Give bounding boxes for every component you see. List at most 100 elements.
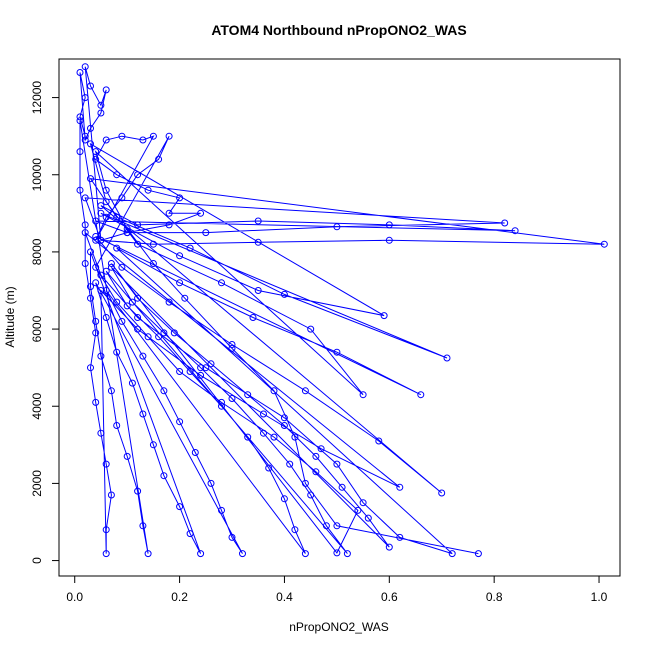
data-point (307, 325, 315, 333)
data-point (181, 294, 189, 302)
data-point (102, 526, 110, 534)
data-point (134, 294, 142, 302)
data-point (385, 221, 393, 229)
data-point (134, 221, 142, 229)
data-point (396, 533, 404, 541)
data-point (218, 506, 225, 514)
data-point (165, 132, 173, 140)
data-point (160, 387, 168, 395)
data-point (176, 368, 184, 375)
data-point (102, 213, 110, 221)
data-point (291, 526, 299, 534)
data-point (176, 194, 184, 202)
data-point (134, 314, 142, 321)
data-point (186, 530, 194, 538)
data-point (338, 483, 346, 491)
data-point (87, 82, 94, 90)
data-point (260, 410, 267, 418)
y-tick-label: 2000 (30, 470, 44, 497)
data-point (92, 148, 100, 156)
x-tick-label: 0.2 (171, 590, 188, 604)
data-point (76, 113, 84, 121)
data-point (322, 522, 330, 530)
data-point (113, 298, 121, 306)
data-point (113, 171, 121, 179)
data-point (443, 354, 451, 362)
data-point (134, 171, 142, 179)
data-point (149, 132, 157, 140)
data-point (97, 287, 105, 294)
data-point (333, 522, 341, 530)
data-point (600, 240, 608, 248)
data-point (191, 449, 199, 456)
data-point (160, 329, 168, 337)
data-point (155, 333, 163, 341)
data-point (97, 109, 105, 117)
data-point (286, 460, 294, 468)
data-point (228, 395, 236, 402)
y-axis: 0 2000 4000 6000 8000 10000 12000 (30, 81, 60, 564)
data-point (92, 263, 100, 271)
data-point (76, 148, 84, 156)
data-point (87, 294, 94, 302)
data-point (301, 479, 309, 487)
data-point (134, 240, 142, 248)
data-point (375, 437, 383, 445)
x-tick-label: 0.6 (381, 590, 398, 604)
data-point (280, 422, 288, 429)
data-point (81, 221, 89, 229)
data-point (176, 418, 184, 426)
data-point (218, 402, 225, 410)
data-point (244, 391, 252, 399)
data-point (396, 483, 404, 491)
data-point (186, 368, 194, 375)
data-point (102, 460, 110, 468)
data-point (202, 229, 210, 237)
data-point (102, 267, 110, 275)
data-point (364, 514, 372, 522)
data-point (249, 314, 257, 321)
data-point (118, 132, 126, 140)
data-point (97, 202, 105, 210)
y-tick-label: 4000 (30, 393, 44, 420)
data-point (170, 329, 178, 337)
data-point (280, 290, 288, 298)
data-point (165, 298, 173, 306)
data-point (123, 302, 131, 310)
data-point (317, 445, 325, 453)
data-point (87, 364, 94, 372)
data-point (76, 69, 84, 76)
data-point (102, 136, 110, 144)
data-point (291, 433, 299, 441)
data-point (385, 543, 393, 551)
data-point (165, 209, 173, 217)
data-point (123, 452, 131, 460)
data-point (139, 410, 147, 418)
data-point (113, 348, 121, 356)
data-point (107, 263, 115, 271)
data-point (260, 429, 267, 437)
data-point (197, 371, 205, 379)
data-point (81, 260, 89, 267)
data-point (97, 101, 105, 109)
data-point (244, 433, 252, 441)
data-point (511, 227, 519, 235)
data-point (102, 314, 110, 321)
data-point (312, 452, 320, 460)
data-point (102, 186, 110, 194)
x-axis-label: nPropONO2_WAS (289, 620, 389, 634)
data-point (218, 279, 225, 287)
data-point (123, 229, 131, 237)
data-point (380, 312, 388, 320)
data-point (155, 155, 163, 163)
data-point (301, 550, 309, 558)
data-point (385, 236, 393, 244)
data-point (97, 236, 105, 244)
data-point (165, 221, 173, 229)
y-tick-label: 12000 (30, 81, 44, 115)
data-point (97, 209, 105, 217)
data-point (92, 317, 100, 325)
data-point (333, 460, 341, 468)
x-axis: 0.0 0.2 0.4 0.6 0.8 1.0 (66, 575, 608, 604)
data-point (118, 194, 126, 202)
